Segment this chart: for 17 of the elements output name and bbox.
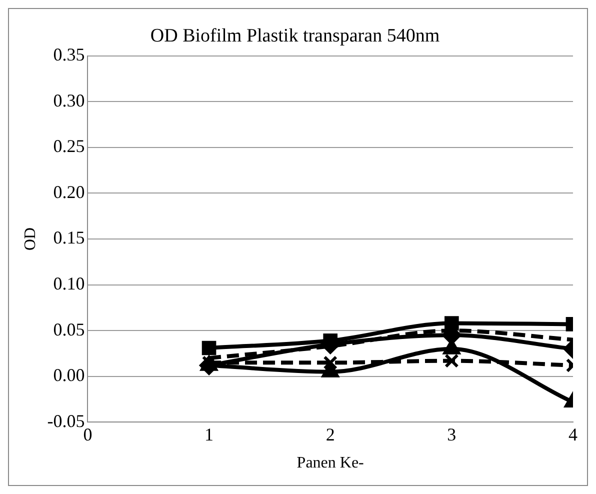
x-tick-label: 2 bbox=[326, 424, 335, 445]
x-tick-label: 1 bbox=[204, 424, 214, 445]
y-tick-label: 0.15 bbox=[53, 228, 85, 248]
y-axis-title: OD bbox=[22, 227, 39, 251]
y-tick-label: 0.35 bbox=[53, 44, 85, 65]
x-axis-title: Panen Ke- bbox=[296, 454, 364, 472]
x-tick-label: 3 bbox=[447, 424, 456, 445]
y-tick-label: 0.10 bbox=[53, 274, 85, 294]
y-tick-label: 0.05 bbox=[53, 319, 85, 340]
x-tick-label: 0 bbox=[83, 424, 92, 445]
x-tick-label: 4 bbox=[568, 424, 578, 445]
chart-title: OD Biofilm Plastik transparan 540nm bbox=[150, 25, 440, 46]
y-tick-label: 0.30 bbox=[53, 90, 85, 110]
y-tick-label: 0.25 bbox=[53, 136, 85, 156]
y-tick-label: -0.05 bbox=[47, 410, 85, 431]
y-tick-label: 0.20 bbox=[53, 182, 85, 202]
y-tick-label: 0.00 bbox=[53, 365, 85, 386]
